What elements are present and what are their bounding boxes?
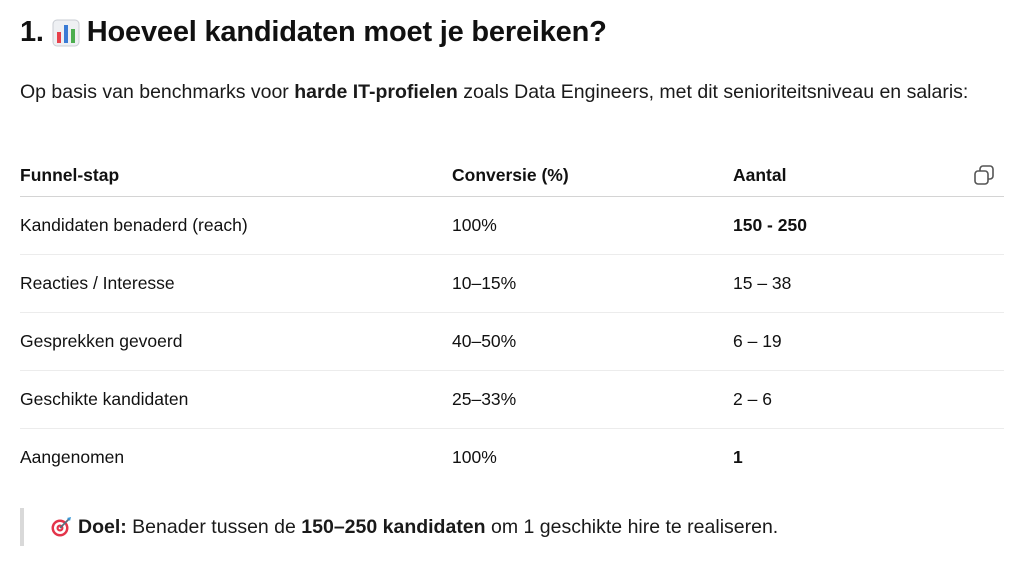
target-icon <box>50 516 72 538</box>
cell-conversie: 100% <box>452 196 733 255</box>
table-row: Gesprekken gevoerd 40–50% 6 – 19 <box>20 312 1004 371</box>
cell-conversie: 40–50% <box>452 312 733 371</box>
heading-number: 1. <box>20 16 44 48</box>
goal-text-1: Benader tussen de <box>126 515 302 538</box>
cell-stap: Gesprekken gevoerd <box>20 312 452 371</box>
goal-bold: 150–250 kandidaten <box>301 515 486 538</box>
copy-icon[interactable] <box>973 164 995 186</box>
header-conversie: Conversie (%) <box>452 154 733 197</box>
cell-stap: Aangenomen <box>20 447 125 467</box>
table-row: Reacties / Interesse 10–15% 15 – 38 <box>20 254 1004 313</box>
table-row: Aangenomen 100% 1 <box>20 429 1004 487</box>
table-row: Geschikte kandidaten 25–33% 2 – 6 <box>20 370 1004 429</box>
cell-stap: Kandidaten benaderd (reach) <box>20 196 452 255</box>
section-heading: 1. Hoeveel kandidaten moet je bereiken? <box>20 16 607 49</box>
header-funnel-stap: Funnel-stap <box>20 154 452 197</box>
cell-conversie: 25–33% <box>452 370 733 429</box>
funnel-table: Funnel-stap Conversie (%) Aantal Kandida… <box>20 154 1004 486</box>
cell-aantal: 6 – 19 <box>733 312 973 371</box>
header-aantal: Aantal <box>733 154 973 197</box>
cell-conversie: 100% <box>452 447 497 467</box>
intro-text-1: Op basis van benchmarks voor <box>20 81 295 103</box>
cell-conversie: 10–15% <box>452 254 733 313</box>
table-header-row: Funnel-stap Conversie (%) Aantal <box>20 154 1004 197</box>
copy-cell <box>973 154 1004 197</box>
cell-aantal: 1 <box>733 447 743 467</box>
bar-chart-icon <box>52 19 80 47</box>
heading-text: Hoeveel kandidaten moet je bereiken? <box>86 16 607 48</box>
goal-label: Doel: <box>78 515 127 538</box>
intro-text-2: zoals Data Engineers, met dit senioritei… <box>457 81 969 103</box>
goal-text-2: om 1 geschikte hire te realiseren. <box>485 515 779 538</box>
cell-stap: Geschikte kandidaten <box>20 370 452 429</box>
cell-stap: Reacties / Interesse <box>20 254 452 313</box>
table-row: Kandidaten benaderd (reach) 100% 150 - 2… <box>20 196 1004 255</box>
intro-paragraph: Op basis van benchmarks voor harde IT-pr… <box>20 74 1004 110</box>
cell-aantal: 15 – 38 <box>733 254 973 313</box>
cell-aantal: 150 - 250 <box>733 196 973 255</box>
goal-callout: Doel: Benader tussen de 150–250 kandidat… <box>20 508 1004 546</box>
intro-bold: harde IT-profielen <box>294 81 458 103</box>
cell-aantal: 2 – 6 <box>733 370 973 429</box>
